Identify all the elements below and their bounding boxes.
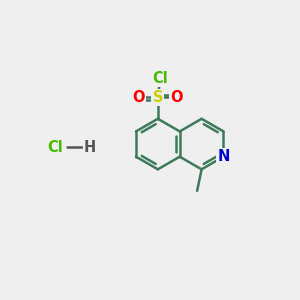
Text: O: O: [170, 90, 183, 105]
Text: H: H: [84, 140, 96, 154]
Text: Cl: Cl: [47, 140, 63, 154]
Text: Cl: Cl: [152, 71, 168, 86]
Text: S: S: [153, 90, 163, 105]
Text: N: N: [217, 149, 230, 164]
Text: O: O: [133, 90, 145, 105]
